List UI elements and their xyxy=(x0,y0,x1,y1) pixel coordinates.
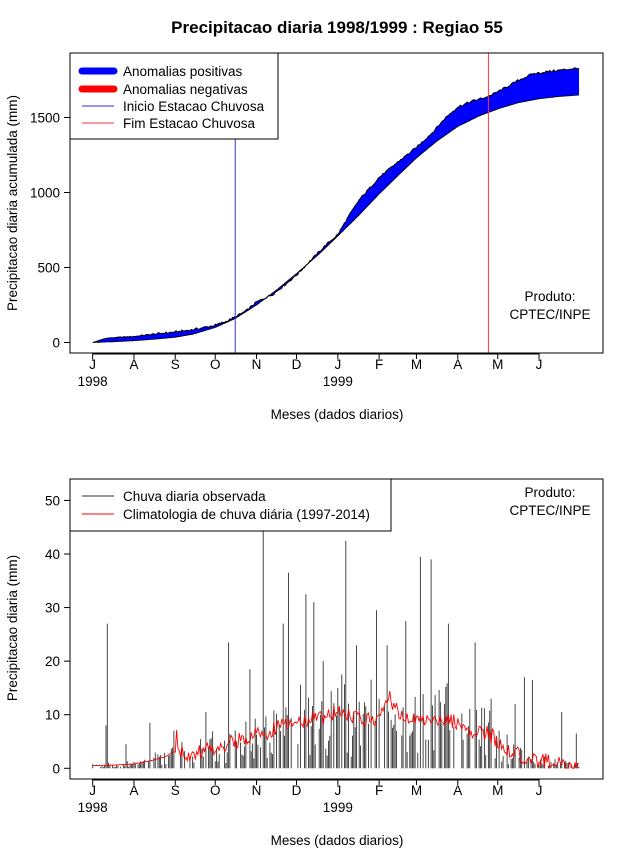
x-tick-label: D xyxy=(292,783,302,798)
climatology-cumulative-line xyxy=(92,94,580,343)
x-axis-label: Meses (dados diarios) xyxy=(271,407,404,422)
legend-label: Chuva diaria observada xyxy=(123,489,266,504)
x-tick-label: A xyxy=(129,357,138,372)
legend-label: Inicio Estacao Chuvosa xyxy=(123,99,265,114)
y-axis: 0 10 20 30 40 50 xyxy=(45,493,71,776)
year-label: 1999 xyxy=(323,374,353,389)
x-tick-label: M xyxy=(492,783,503,798)
climatology-daily-line xyxy=(92,691,580,769)
x-tick-label: J xyxy=(536,783,543,798)
y-axis: 0 500 1000 1500 xyxy=(30,111,71,351)
annotation-line: CPTEC/INPE xyxy=(509,503,590,518)
y-axis-label: Precipitacao diaria (mm) xyxy=(5,555,20,701)
x-tick-label: J xyxy=(334,783,341,798)
y-tick-label: 0 xyxy=(52,336,60,351)
x-tick-label: F xyxy=(375,783,383,798)
chart-title: Precipitacao diaria 1998/1999 : Regiao 5… xyxy=(171,18,503,37)
legend-box xyxy=(69,478,392,532)
x-tick-label: O xyxy=(210,783,221,798)
x-tick-label: A xyxy=(453,357,462,372)
x-tick-label: N xyxy=(252,357,262,372)
legend-label: Anomalias positivas xyxy=(123,64,243,79)
product-annotation: Produto: CPTEC/INPE xyxy=(509,289,590,322)
legend-label: Anomalias negativas xyxy=(123,82,248,97)
legend-label: Climatologia de chuva diária (1997-2014) xyxy=(123,507,370,522)
x-tick-label: M xyxy=(411,357,422,372)
y-tick-label: 30 xyxy=(45,601,60,616)
observed-cumulative-line xyxy=(92,67,580,343)
annotation-line: Produto: xyxy=(524,289,575,304)
annotation-line: CPTEC/INPE xyxy=(509,307,590,322)
y-tick-label: 50 xyxy=(45,493,60,508)
y-tick-label: 0 xyxy=(52,761,60,776)
x-tick-label: J xyxy=(89,357,96,372)
year-label: 1999 xyxy=(323,800,353,815)
positive-anomaly-area xyxy=(92,67,579,343)
x-tick-label: M xyxy=(492,357,503,372)
x-tick-label: O xyxy=(210,357,221,372)
y-tick-label: 1000 xyxy=(30,186,60,201)
legend: Anomalias positivas Anomalias negativas … xyxy=(69,52,279,140)
y-tick-label: 500 xyxy=(37,261,60,276)
x-tick-label: M xyxy=(411,783,422,798)
x-tick-label: S xyxy=(171,357,180,372)
x-tick-label: A xyxy=(453,783,462,798)
x-axis-label: Meses (dados diarios) xyxy=(271,833,404,848)
x-tick-label: N xyxy=(252,783,262,798)
legend: Chuva diaria observada Climatologia de c… xyxy=(69,478,392,532)
x-tick-label: J xyxy=(334,357,341,372)
x-tick-label: J xyxy=(89,783,96,798)
legend-label: Fim Estacao Chuvosa xyxy=(123,116,256,131)
product-annotation: Produto: CPTEC/INPE xyxy=(509,485,590,518)
y-tick-label: 1500 xyxy=(30,111,60,126)
daily-chart: 0 10 20 30 40 50 J A S O N D J F M A M J 1998 1999 Precipi… xyxy=(5,478,604,848)
y-tick-label: 10 xyxy=(45,708,60,723)
x-tick-label: J xyxy=(536,357,543,372)
observed-daily-bars xyxy=(92,479,580,769)
year-label: 1998 xyxy=(78,374,108,389)
x-tick-label: F xyxy=(375,357,383,372)
x-axis: J A S O N D J F M A M J 1998 1999 xyxy=(78,779,543,815)
x-tick-label: A xyxy=(129,783,138,798)
y-tick-label: 40 xyxy=(45,547,60,562)
legend-box xyxy=(69,52,279,140)
year-label: 1998 xyxy=(78,800,108,815)
x-axis: J A S O N D J F M A M J 1998 1999 xyxy=(78,353,543,389)
x-tick-label: D xyxy=(292,357,302,372)
y-tick-label: 20 xyxy=(45,654,60,669)
y-axis-label: Precipitacao diaria acumulada (mm) xyxy=(5,95,20,311)
cumulative-chart: Precipitacao diaria 1998/1999 : Regiao 5… xyxy=(5,18,604,422)
annotation-line: Produto: xyxy=(524,485,575,500)
x-tick-label: S xyxy=(171,783,180,798)
